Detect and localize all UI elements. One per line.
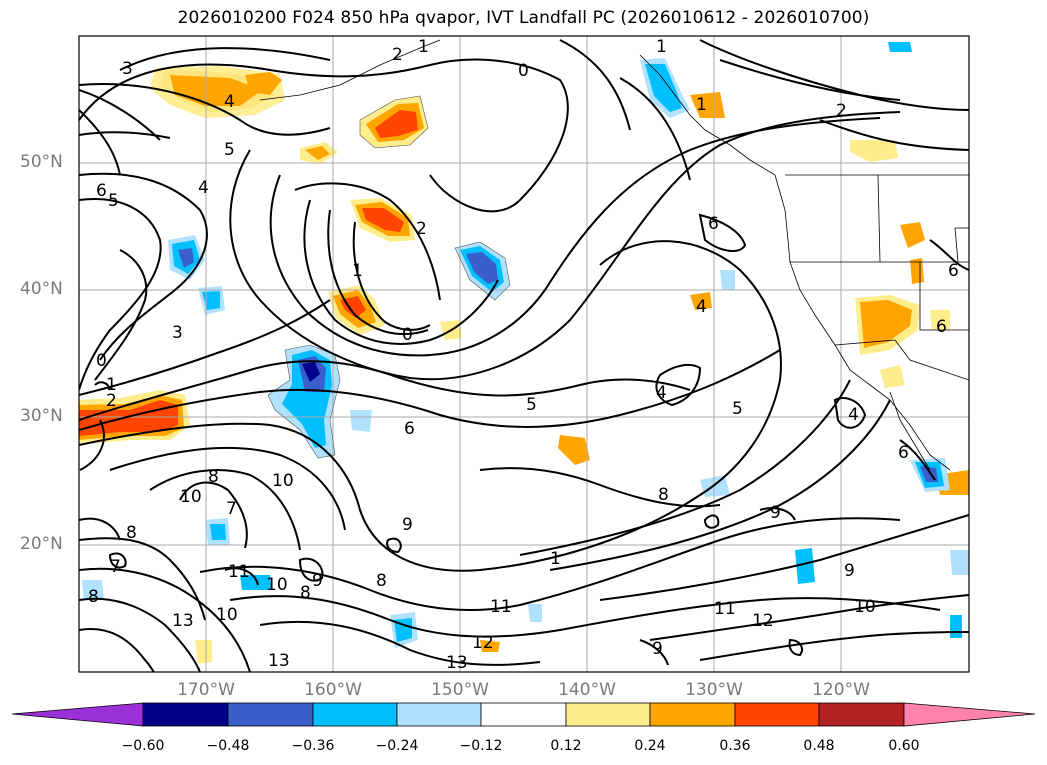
colorbar-tick-label: 0.24 (634, 738, 666, 754)
contour-label: 11 (228, 562, 250, 582)
contour-label: 3 (172, 323, 183, 343)
contour-label: 12 (752, 611, 774, 631)
contour-label: 2 (416, 219, 427, 239)
colorbar-segment (227, 702, 314, 727)
map-frame (78, 35, 970, 673)
colorbar-tick-label: 0.48 (803, 738, 835, 754)
colorbar-segment (903, 702, 1036, 727)
colorbar-tick-label: −0.36 (291, 738, 335, 754)
latitude-label: 50°N (20, 152, 63, 172)
contour-label: 10 (854, 597, 876, 617)
contour-label: 2 (106, 391, 117, 411)
coastlines (259, 39, 969, 471)
contour-label: 8 (208, 467, 219, 487)
longitude-label: 120°W (812, 680, 870, 700)
longitude-label: 160°W (304, 680, 362, 700)
colorbar-segment (818, 702, 905, 727)
contour-label: 3 (122, 59, 133, 79)
contour-label: 4 (224, 92, 235, 112)
contour-label: 4 (656, 383, 667, 403)
contour-label: 2 (392, 45, 403, 65)
contour-label: 1 (418, 37, 429, 57)
contour-label: 5 (108, 191, 119, 211)
contour-label: 8 (376, 571, 387, 591)
contour-label: 7 (226, 499, 237, 519)
contour-label: 6 (948, 261, 959, 281)
contour-label: 9 (402, 515, 413, 535)
colorbar-segment (480, 702, 567, 727)
colorbar (11, 702, 1036, 727)
contour-label: 6 (708, 214, 719, 234)
contour-label: 10 (266, 575, 288, 595)
map-plot-area: 3 4 5 4 6 5 2 1 0 1 2 1 0 3 0 1 2 1 2 6 … (79, 36, 969, 673)
contour-labels: 3 4 5 4 6 5 2 1 0 1 2 1 0 3 0 1 2 1 2 6 … (88, 37, 959, 673)
contour-label: 9 (770, 503, 781, 523)
contour-label: 0 (518, 61, 529, 81)
longitude-label: 140°W (558, 680, 616, 700)
colorbar-tick-label: 0.36 (719, 738, 751, 754)
colorbar-tick-label: −0.24 (375, 738, 419, 754)
colorbar-tick-label: 0.60 (888, 738, 920, 754)
colorbar-tick-label: −0.48 (206, 738, 250, 754)
contour-label: 8 (88, 587, 99, 607)
contour-label: 1 (106, 375, 117, 395)
contour-label: 6 (936, 317, 947, 337)
contour-label: 4 (848, 405, 859, 425)
colorbar-segment (142, 702, 229, 727)
colorbar-segment (649, 702, 736, 727)
contour-label: 9 (312, 571, 323, 591)
contour-label: 8 (300, 583, 311, 603)
contour-label: 13 (268, 651, 290, 671)
colorbar-segment (312, 702, 398, 727)
longitude-label: 170°W (177, 680, 235, 700)
colorbar-segment (396, 702, 482, 727)
contour-label: 11 (714, 599, 736, 619)
contour-label: 6 (96, 181, 107, 201)
contour-label: 7 (110, 557, 121, 577)
contour-label: 10 (216, 605, 238, 625)
contour-label: 9 (844, 561, 855, 581)
contour-label: 5 (526, 395, 537, 415)
contour-label: 6 (898, 443, 909, 463)
contour-label: 0 (96, 351, 107, 371)
contour-label: 1 (656, 37, 667, 57)
contour-label: 11 (490, 597, 512, 617)
contour-label: 13 (446, 653, 468, 673)
colorbar-tick-label: −0.60 (121, 738, 165, 754)
ivt-contours (79, 39, 969, 672)
contour-label: 8 (126, 523, 137, 543)
contour-label: 1 (352, 261, 363, 281)
contour-label: 4 (198, 178, 209, 198)
colorbar-segment (565, 702, 651, 727)
contour-label: 13 (172, 611, 194, 631)
latitude-label: 20°N (20, 534, 63, 554)
colorbar-tick-label: 0.12 (550, 738, 582, 754)
contour-label: 10 (180, 487, 202, 507)
contour-label: 4 (696, 297, 707, 317)
longitude-label: 130°W (685, 680, 743, 700)
contour-label: 2 (836, 101, 847, 121)
contour-label: 1 (696, 95, 707, 115)
contour-label: 12 (472, 633, 494, 653)
contour-label: 10 (272, 471, 294, 491)
map-title: 2026010200 F024 850 hPa qvapor, IVT Land… (177, 8, 870, 28)
latitude-label: 40°N (20, 279, 63, 299)
contour-label: 1 (550, 549, 561, 569)
colorbar-segment (11, 702, 144, 727)
contour-label: 6 (404, 419, 415, 439)
contour-label: 5 (224, 140, 235, 160)
contour-label: 8 (658, 485, 669, 505)
contour-label: 0 (402, 325, 413, 345)
colorbar-tick-label: −0.12 (459, 738, 503, 754)
contour-label: 9 (652, 639, 663, 659)
contour-label: 5 (732, 399, 743, 419)
latitude-label: 30°N (20, 406, 63, 426)
positive-anomaly-shading (79, 66, 969, 664)
colorbar-segment (734, 702, 820, 727)
longitude-label: 150°W (431, 680, 489, 700)
